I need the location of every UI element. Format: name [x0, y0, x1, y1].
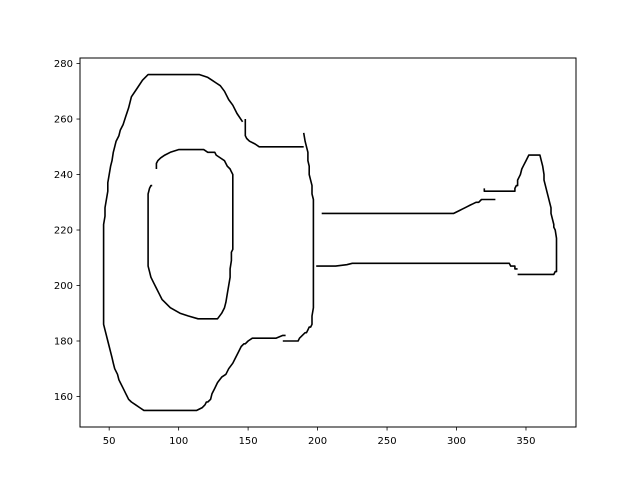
y-tick-label: 180 [54, 336, 73, 347]
x-axis: 50 100 150 200 250 300 350 [103, 427, 536, 447]
y-tick-label: 220 [54, 226, 73, 237]
series-line-7 [483, 154, 558, 276]
series-line-4 [147, 148, 234, 320]
series-line-3 [282, 132, 315, 342]
y-tick-label: 240 [54, 170, 73, 181]
series-line-6 [316, 262, 518, 270]
x-tick-label: 200 [308, 436, 327, 447]
series-layer [102, 73, 558, 412]
x-tick-label: 250 [378, 436, 397, 447]
x-tick-label: 100 [169, 436, 188, 447]
series-line-2 [244, 119, 304, 148]
plot-frame [79, 57, 577, 428]
x-tick-label: 350 [516, 436, 535, 447]
x-tick-label: 300 [447, 436, 466, 447]
y-tick-label: 260 [54, 115, 73, 126]
y-tick-label: 200 [54, 281, 73, 292]
y-tick-label: 280 [54, 59, 73, 70]
y-axis: 160 180 200 220 240 260 280 [54, 59, 80, 403]
y-tick-label: 160 [54, 392, 73, 403]
x-tick-label: 50 [103, 436, 116, 447]
x-tick-label: 150 [239, 436, 258, 447]
series-line-5 [321, 198, 496, 215]
series-line-1 [102, 73, 286, 412]
